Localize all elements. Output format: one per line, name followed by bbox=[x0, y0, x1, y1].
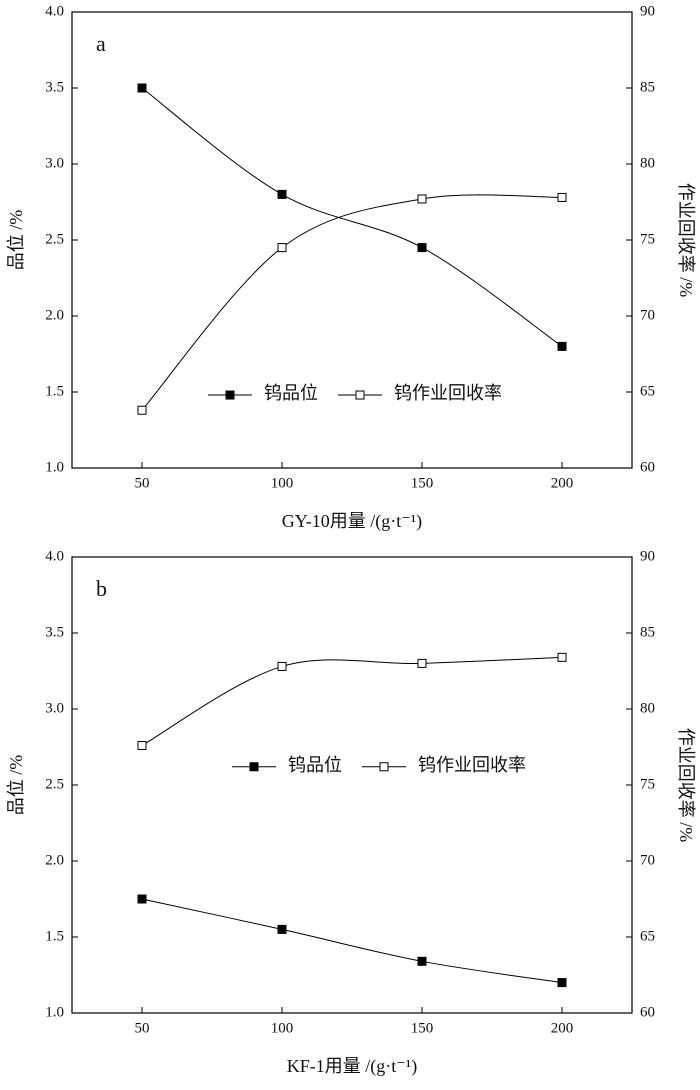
y2-tick-label: 80 bbox=[640, 155, 655, 171]
y2-tick-label: 70 bbox=[640, 852, 655, 868]
x-tick-label: 150 bbox=[411, 1020, 434, 1036]
y-tick-label: 2.5 bbox=[45, 776, 64, 792]
y2-tick-label: 90 bbox=[640, 3, 655, 19]
legend-marker bbox=[249, 762, 259, 772]
marker bbox=[557, 341, 567, 351]
panel-label: a bbox=[96, 31, 106, 56]
legend-label: 钨作业回收率 bbox=[418, 755, 526, 775]
series-line bbox=[141, 87, 563, 347]
y2-tick-label: 75 bbox=[640, 231, 655, 247]
y2-tick-label: 85 bbox=[640, 79, 655, 95]
series-line bbox=[141, 194, 563, 411]
y2-tick-label: 75 bbox=[640, 776, 655, 792]
y2-tick-label: 60 bbox=[640, 1004, 655, 1020]
y2-tick-label: 65 bbox=[640, 383, 655, 399]
y2-tick-label: 65 bbox=[640, 928, 655, 944]
y2-tick-label: 90 bbox=[640, 548, 655, 564]
x-tick-label: 200 bbox=[551, 475, 574, 491]
y-tick-label: 1.5 bbox=[45, 928, 64, 944]
legend-label: 钨品位 bbox=[288, 755, 342, 775]
x-tick-label: 150 bbox=[411, 475, 434, 491]
marker bbox=[557, 192, 567, 202]
marker bbox=[417, 243, 427, 253]
marker bbox=[417, 658, 427, 668]
y-tick-label: 1.0 bbox=[45, 1004, 64, 1020]
marker bbox=[277, 189, 287, 199]
y2-tick-label: 60 bbox=[640, 459, 655, 475]
y-tick-label: 3.5 bbox=[45, 624, 64, 640]
marker bbox=[557, 652, 567, 662]
legend-label: 钨品位 bbox=[264, 383, 318, 403]
y-tick-label: 2.0 bbox=[45, 307, 64, 323]
marker bbox=[277, 243, 287, 253]
x-tick-label: 50 bbox=[135, 475, 150, 491]
legend-marker bbox=[379, 762, 389, 772]
marker bbox=[137, 405, 147, 415]
y2-tick-label: 70 bbox=[640, 307, 655, 323]
panel-label: b bbox=[96, 576, 107, 601]
y-tick-label: 3.0 bbox=[45, 155, 64, 171]
y2-tick-label: 85 bbox=[640, 624, 655, 640]
x-axis-label: KF-1用量 /(g·t⁻¹) bbox=[287, 1056, 417, 1077]
y2-axis-label: 作业回收率 /% bbox=[676, 183, 696, 298]
x-tick-label: 100 bbox=[271, 475, 294, 491]
plot-frame bbox=[71, 11, 633, 469]
series-line bbox=[141, 898, 563, 984]
y-axis-label: 品位 /% bbox=[6, 755, 26, 816]
marker bbox=[417, 956, 427, 966]
x-axis-label: GY-10用量 /(g·t⁻¹) bbox=[282, 511, 422, 532]
legend-marker bbox=[355, 390, 365, 400]
x-tick-label: 50 bbox=[135, 1020, 150, 1036]
y-tick-label: 1.0 bbox=[45, 459, 64, 475]
y-tick-label: 2.0 bbox=[45, 852, 64, 868]
marker bbox=[557, 978, 567, 988]
marker bbox=[137, 894, 147, 904]
y-tick-label: 2.5 bbox=[45, 231, 64, 247]
x-tick-label: 100 bbox=[271, 1020, 294, 1036]
marker bbox=[277, 924, 287, 934]
plot-frame bbox=[71, 556, 633, 1014]
marker bbox=[417, 194, 427, 204]
y2-tick-label: 80 bbox=[640, 700, 655, 716]
series-line bbox=[141, 656, 563, 746]
marker bbox=[137, 83, 147, 93]
y-tick-label: 3.5 bbox=[45, 79, 64, 95]
y2-axis-label: 作业回收率 /% bbox=[676, 728, 696, 843]
y-axis-label: 品位 /% bbox=[6, 210, 26, 271]
x-tick-label: 200 bbox=[551, 1020, 574, 1036]
marker bbox=[277, 661, 287, 671]
legend-marker bbox=[225, 390, 235, 400]
y-tick-label: 3.0 bbox=[45, 700, 64, 716]
legend-label: 钨作业回收率 bbox=[394, 383, 502, 403]
y-tick-label: 4.0 bbox=[45, 548, 64, 564]
y-tick-label: 1.5 bbox=[45, 383, 64, 399]
y-tick-label: 4.0 bbox=[45, 3, 64, 19]
marker bbox=[137, 740, 147, 750]
